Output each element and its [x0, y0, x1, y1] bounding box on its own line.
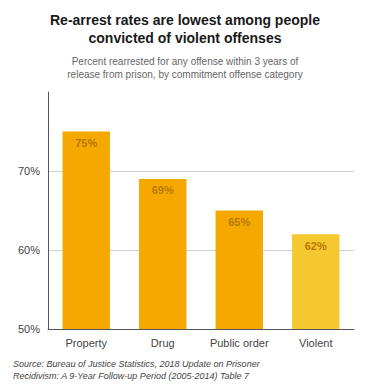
- svg-text:69%: 69%: [152, 184, 174, 196]
- svg-text:Property: Property: [65, 337, 107, 349]
- svg-text:release from prison, by commit: release from prison, by commitment offen…: [67, 69, 302, 80]
- svg-text:70%: 70%: [18, 165, 40, 177]
- svg-text:65%: 65%: [228, 216, 250, 228]
- svg-text:Recidivism: A 9-Year Follow-up: Recidivism: A 9-Year Follow-up Period (2…: [13, 371, 250, 381]
- svg-text:convicted of violent offenses: convicted of violent offenses: [89, 30, 282, 46]
- svg-text:62%: 62%: [305, 240, 327, 252]
- svg-text:50%: 50%: [18, 323, 40, 335]
- svg-text:Drug: Drug: [151, 337, 175, 349]
- svg-text:60%: 60%: [18, 244, 40, 256]
- svg-text:Percent rearrested for any off: Percent rearrested for any offense withi…: [72, 56, 299, 67]
- svg-text:75%: 75%: [75, 137, 97, 149]
- svg-text:Violent: Violent: [299, 337, 332, 349]
- svg-text:Re-arrest rates are lowest amo: Re-arrest rates are lowest among people: [50, 12, 320, 28]
- svg-text:Source: Bureau of Justice Stat: Source: Bureau of Justice Statistics, 20…: [13, 359, 261, 369]
- svg-text:Public order: Public order: [210, 337, 269, 349]
